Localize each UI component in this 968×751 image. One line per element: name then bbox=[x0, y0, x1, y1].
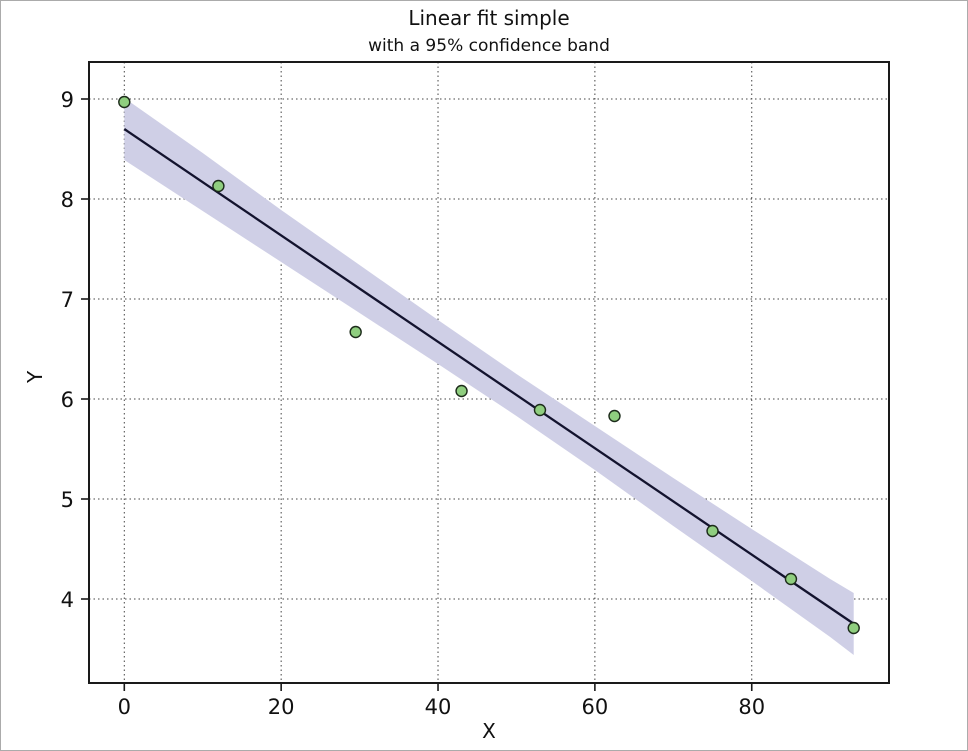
plot-border bbox=[88, 61, 890, 684]
y-tick-label: 7 bbox=[61, 288, 74, 312]
x-tick-label: 40 bbox=[425, 695, 452, 719]
fit-line bbox=[123, 128, 855, 625]
y-tick-label: 8 bbox=[61, 188, 74, 212]
data-point bbox=[212, 179, 225, 193]
chart-title: Linear fit simple bbox=[408, 6, 570, 30]
y-tick-label: 6 bbox=[61, 388, 74, 412]
data-point bbox=[706, 524, 719, 538]
data-point bbox=[349, 325, 362, 339]
y-tick-label: 4 bbox=[61, 588, 74, 612]
x-tick-label: 0 bbox=[118, 695, 131, 719]
data-point bbox=[784, 572, 798, 586]
data-point bbox=[847, 621, 860, 635]
x-tick-label: 20 bbox=[268, 695, 295, 719]
data-point bbox=[118, 95, 131, 109]
x-tick-label: 80 bbox=[738, 695, 765, 719]
y-axis-label: Y bbox=[23, 370, 47, 383]
y-tick-label: 5 bbox=[61, 488, 74, 512]
y-tick-label: 9 bbox=[61, 88, 74, 112]
x-tick-label: 60 bbox=[582, 695, 609, 719]
x-axis-label: X bbox=[482, 719, 496, 743]
data-point bbox=[608, 409, 621, 423]
data-point bbox=[533, 403, 547, 417]
chart-subtitle: with a 95% confidence band bbox=[368, 36, 610, 56]
data-point bbox=[455, 384, 468, 398]
